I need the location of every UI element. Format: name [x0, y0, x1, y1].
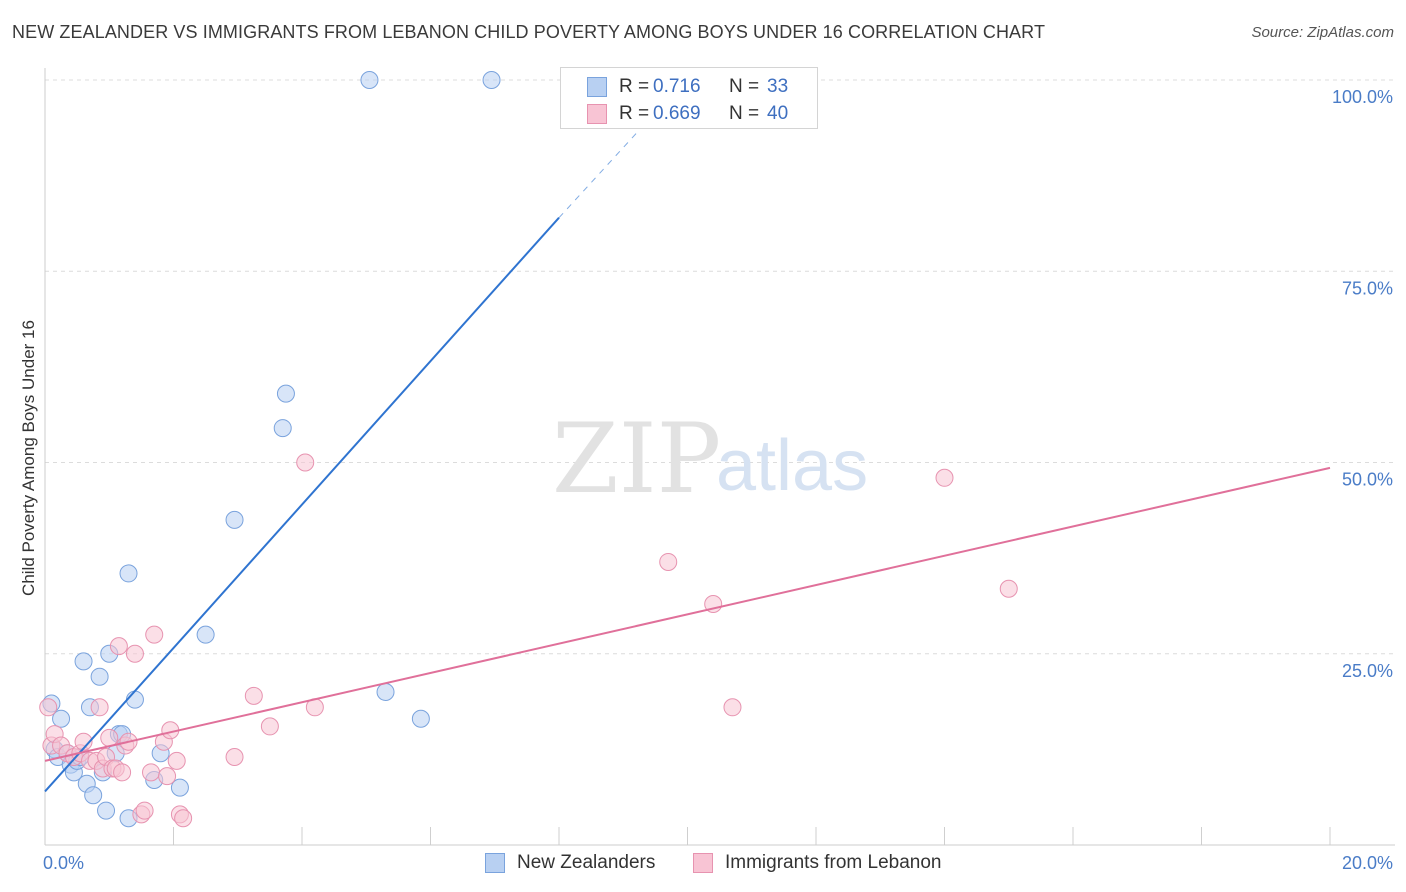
legend-n-label: N =	[729, 76, 760, 97]
trend-line-new-zealanders	[44, 217, 560, 793]
data-point	[196, 625, 215, 644]
watermark-zip: ZIP	[552, 403, 721, 515]
bottom-legend-swatch-pink	[693, 853, 713, 873]
watermark: ZIP atlas	[552, 403, 868, 515]
chart-title: NEW ZEALANDER VS IMMIGRANTS FROM LEBANON…	[12, 22, 1046, 42]
data-point	[376, 683, 395, 701]
data-point	[109, 637, 128, 656]
x-tick-label: 0.0%	[43, 853, 84, 873]
y-axis-label: Child Poverty Among Boys Under 16	[19, 320, 38, 596]
trend-line-immigrants-from-lebanon	[44, 466, 1331, 762]
data-point	[135, 801, 154, 820]
data-point	[276, 384, 295, 403]
data-point	[244, 686, 263, 705]
data-point	[142, 763, 161, 782]
y-tick-label: 25.0%	[1342, 661, 1393, 681]
x-tick-label: 20.0%	[1342, 853, 1393, 873]
legend-n-label: N =	[729, 103, 760, 124]
data-point	[260, 717, 279, 736]
data-point	[723, 698, 742, 717]
legend-n-value: 40	[767, 103, 789, 124]
bottom-legend-label: Immigrants from Lebanon	[725, 852, 942, 873]
source-note: Source: ZipAtlas.com	[1251, 24, 1394, 41]
data-point	[360, 71, 379, 89]
bottom-legend-swatch-blue	[485, 853, 505, 873]
y-tick-label: 75.0%	[1342, 278, 1393, 298]
data-point	[659, 552, 678, 571]
data-point	[170, 778, 189, 797]
legend-swatch-blue	[587, 77, 607, 97]
tick-labels: 25.0% 50.0% 75.0% 100.0% 0.0% 20.0%	[43, 87, 1393, 873]
legend-r-label: R =	[619, 76, 650, 97]
legend-swatch-pink	[587, 104, 607, 124]
legend-r-label: R =	[619, 103, 650, 124]
legend-row-new-zealanders: R = 0.716 N = 33	[561, 74, 817, 100]
data-point	[482, 71, 501, 89]
data-point	[125, 644, 144, 663]
data-point	[90, 698, 109, 717]
data-point	[174, 809, 193, 828]
legend-n-value: 33	[767, 76, 789, 97]
data-point	[999, 579, 1018, 598]
legend-r-value: 0.669	[653, 103, 701, 124]
data-point	[52, 709, 71, 728]
bottom-legend-label: New Zealanders	[517, 852, 656, 873]
data-point	[158, 767, 177, 786]
data-point	[225, 510, 244, 529]
data-point	[119, 564, 138, 583]
legend-row-immigrants-from-lebanon: R = 0.669 N = 40	[561, 101, 817, 127]
y-tick-label: 50.0%	[1342, 470, 1393, 490]
data-point	[113, 763, 132, 782]
data-point	[935, 468, 954, 487]
legend-r-value: 0.716	[653, 76, 701, 97]
data-point	[273, 419, 292, 438]
y-tick-label: 100.0%	[1332, 87, 1393, 107]
data-point	[145, 625, 164, 644]
data-point	[84, 786, 103, 805]
data-point	[296, 453, 315, 472]
series-new-zealanders	[42, 71, 501, 828]
data-point	[74, 732, 93, 751]
data-point	[97, 801, 116, 820]
data-point	[125, 690, 144, 709]
data-point	[90, 667, 109, 686]
trend-line-new-zealanders-extension	[558, 133, 637, 219]
stats-legend: R = 0.716 N = 33 R = 0.669 N = 40	[560, 67, 818, 129]
data-point	[225, 748, 244, 767]
data-point	[411, 709, 430, 728]
data-point	[74, 652, 93, 671]
data-series	[39, 71, 1018, 828]
trend-lines	[44, 133, 1331, 793]
series-immigrants-from-lebanon	[39, 453, 1018, 828]
watermark-atlas: atlas	[716, 426, 868, 506]
data-point	[39, 698, 58, 717]
data-point	[167, 751, 186, 770]
